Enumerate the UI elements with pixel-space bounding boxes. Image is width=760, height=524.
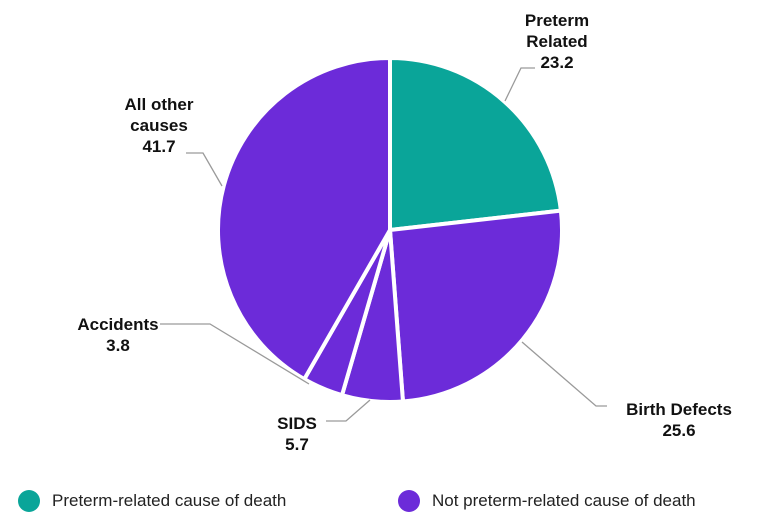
slice-value-accidents: 3.8 (106, 336, 130, 355)
slice-label-preterm-related: Related (526, 32, 587, 51)
legend-label-preterm-related: Preterm-related cause of death (52, 491, 287, 510)
pie-slices (216, 56, 564, 404)
slice-value-preterm-related: 23.2 (540, 53, 573, 72)
slice-label-preterm-related: Preterm (525, 11, 589, 30)
leader-line-sids (326, 399, 371, 422)
legend-item-preterm-related: Preterm-related cause of death (18, 490, 286, 512)
legend-label-not-preterm-related: Not preterm-related cause of death (432, 491, 696, 510)
pie-slice-birth-defects (388, 208, 564, 404)
slice-label-birth-defects: Birth Defects (626, 400, 732, 419)
leader-line-birth-defects (521, 341, 607, 407)
slice-labels: Preterm Related 23.2 Birth Defects 25.6 SIDS 5… (77, 11, 732, 454)
legend: Preterm-related cause of death Not prete… (0, 488, 760, 524)
legend-swatch-not-preterm-related (398, 490, 420, 512)
leader-lines (160, 67, 607, 422)
slice-label-all-other-causes: All other (125, 95, 194, 114)
slice-label-all-other-causes: causes (130, 116, 188, 135)
slice-label-sids: SIDS (277, 414, 317, 433)
slice-value-sids: 5.7 (285, 435, 309, 454)
legend-swatch-preterm-related (18, 490, 40, 512)
pie-slice-all-other-causes (216, 56, 392, 382)
pie-slice-preterm-related (388, 56, 563, 232)
leader-line-all-other-causes (186, 152, 223, 187)
leader-line-preterm-related (504, 67, 535, 102)
slice-label-accidents: Accidents (77, 315, 158, 334)
legend-item-not-preterm-related: Not preterm-related cause of death (398, 490, 696, 512)
slice-value-all-other-causes: 41.7 (142, 137, 175, 156)
slice-value-birth-defects: 25.6 (662, 421, 695, 440)
leader-line-accidents (160, 323, 310, 385)
